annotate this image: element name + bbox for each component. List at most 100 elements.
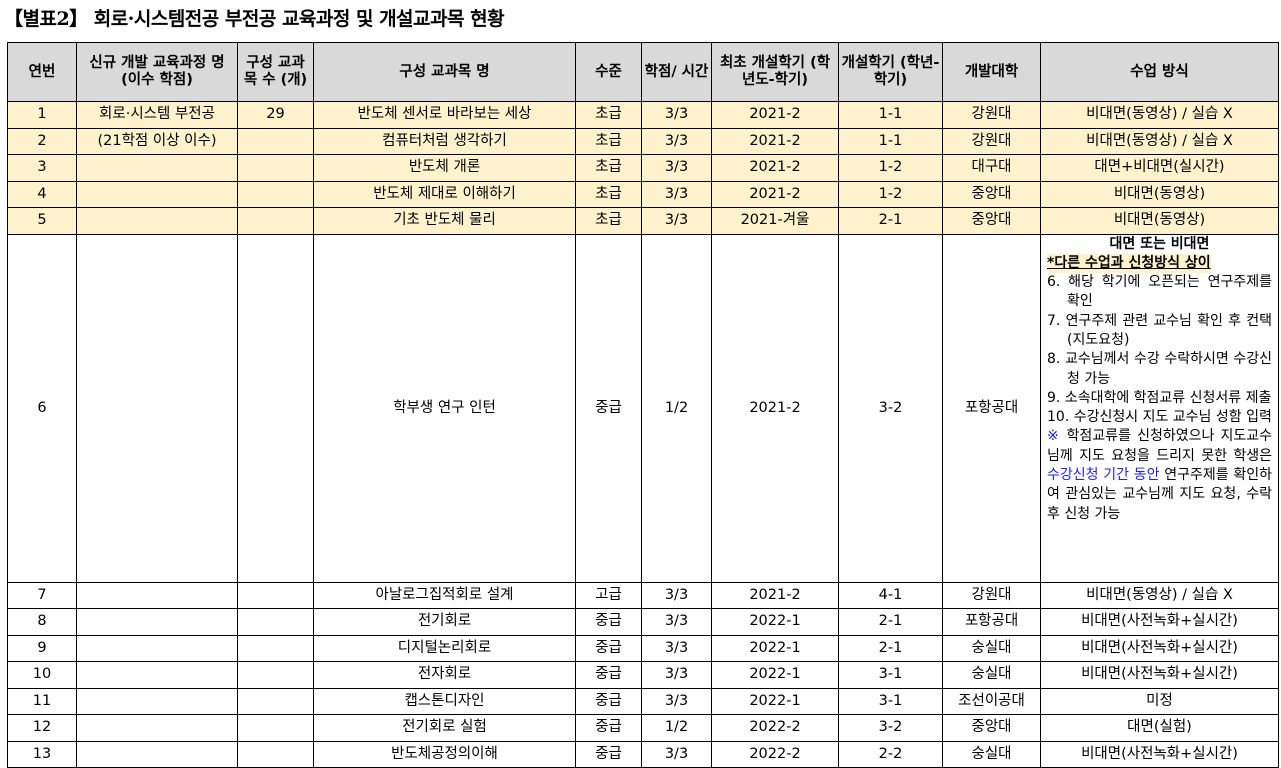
table-row: 6 학부생 연구 인턴 중급 1/2 2021-2 3-2 포항공대 대면 또는 비대면 *다른… [7,233,1279,583]
cell-method: 대면+비대면(실시간) [1040,154,1279,182]
cell-no: 4 [7,180,77,208]
cell-program: (21학점 이상 이수) [76,127,238,155]
cell-credit: 3/3 [641,207,712,235]
cell-method: 비대면(동영상) / 실습 X [1040,101,1279,129]
table-row: 3 반도체 개론 초급 3/3 2021-2 1-2 대구대 대면+비대면(실시간) [7,154,1279,182]
header-credit: 학점/ 시간 [641,42,712,102]
cell-program [76,661,238,689]
cell-no: 3 [7,154,77,182]
cell-univ: 포항공대 [942,608,1041,636]
cell-univ: 중앙대 [942,207,1041,235]
cell-first: 2022-2 [711,740,839,768]
header-count: 구성 교과목 수 (개) [237,42,314,102]
method-step: 7. 연구주제 관련 교수님 확인 후 컨택(지도요청) [1047,312,1272,348]
cell-univ: 포항공대 [942,233,1041,583]
cell-first: 2022-1 [711,608,839,636]
cell-first: 2021-2 [711,154,839,182]
cell-first: 2021-2 [711,180,839,208]
cell-term: 3-2 [838,714,943,742]
cell-program [76,687,238,715]
cell-first: 2021-2 [711,581,839,609]
cell-term: 2-2 [838,740,943,768]
cell-term: 1-2 [838,180,943,208]
cell-no: 6 [7,233,77,583]
cell-term: 4-1 [838,581,943,609]
cell-term: 3-1 [838,687,943,715]
cell-credit: 3/3 [641,687,712,715]
table-row: 9 디지털논리회로 중급 3/3 2022-1 2-1 숭실대 비대면(사전녹화+실시간) [7,634,1279,662]
cell-count [237,608,314,636]
cell-credit: 3/3 [641,180,712,208]
method-note: *다른 수업과 신청방식 상이 [1047,253,1211,274]
cell-course: 전기회로 [313,608,576,636]
cell-univ: 대구대 [942,154,1041,182]
cell-level: 중급 [575,634,642,662]
cell-level: 중급 [575,661,642,689]
cell-no: 11 [7,687,77,715]
cell-term: 2-1 [838,634,943,662]
cell-univ: 조선이공대 [942,687,1041,715]
cell-no: 5 [7,207,77,235]
cell-program: 회로·시스템 부전공 [76,101,238,129]
cell-credit: 3/3 [641,634,712,662]
cell-count [237,661,314,689]
table-row: 2 (21학점 이상 이수) 컴퓨터처럼 생각하기 초급 3/3 2021-2 1-1 강원대… [7,127,1279,155]
cell-level: 고급 [575,581,642,609]
table-row: 1 회로·시스템 부전공 29 반도체 센서로 바라보는 세상 초급 3/3 2021-2 1… [7,101,1279,129]
cell-univ: 강원대 [942,581,1041,609]
cell-credit: 1/2 [641,714,712,742]
cell-credit: 3/3 [641,101,712,129]
cell-credit: 3/3 [641,581,712,609]
cell-course: 반도체 개론 [313,154,576,182]
cell-count [237,207,314,235]
cell-course: 디지털논리회로 [313,634,576,662]
cell-method: 비대면(사전녹화+실시간) [1040,634,1279,662]
cell-univ: 강원대 [942,127,1041,155]
cell-program [76,154,238,182]
cell-univ: 중앙대 [942,714,1041,742]
cell-method: 비대면(동영상) / 실습 X [1040,127,1279,155]
cell-course: 반도체 센서로 바라보는 세상 [313,101,576,129]
table-row: 8 전기회로 중급 3/3 2022-1 2-1 포항공대 비대면(사전녹화+실시간) [7,608,1279,636]
cell-level: 중급 [575,714,642,742]
cell-term: 1-2 [838,154,943,182]
notice-highlight: 수강신청 기간 동안 [1047,467,1160,484]
cell-no: 10 [7,661,77,689]
cell-term: 1-1 [838,101,943,129]
cell-count [237,581,314,609]
cell-course: 반도체 제대로 이해하기 [313,180,576,208]
cell-univ: 강원대 [942,101,1041,129]
table-row: 4 반도체 제대로 이해하기 초급 3/3 2021-2 1-2 중앙대 비대면(동영상) [7,180,1279,208]
cell-method: 비대면(동영상) [1040,207,1279,235]
cell-first: 2021-2 [711,101,839,129]
cell-count [237,233,314,583]
header-no: 연번 [7,42,77,102]
cell-program [76,581,238,609]
cell-no: 7 [7,581,77,609]
cell-first: 2021-2 [711,127,839,155]
cell-credit: 3/3 [641,661,712,689]
cell-course: 캡스톤디자인 [313,687,576,715]
method-step: 8. 교수님께서 수강 수락하시면 수강신청 가능 [1047,351,1272,387]
notice-mark: ※ [1047,428,1061,445]
header-level: 수준 [575,42,642,102]
notice-text: 학점교류를 신청하였으나 지도교수님께 지도 요청을 드리지 못한 학생은 [1047,428,1272,464]
cell-course: 전기회로 실험 [313,714,576,742]
cell-level: 중급 [575,687,642,715]
cell-term: 1-1 [838,127,943,155]
cell-count [237,687,314,715]
cell-count [237,127,314,155]
cell-term: 2-1 [838,608,943,636]
method-notice: ※ 학점교류를 신청하였으나 지도교수님께 지도 요청을 드리지 못한 학생은 … [1047,427,1272,523]
cell-count [237,154,314,182]
method-step: 9. 소속대학에 학점교류 신청서류 제출 [1047,389,1272,406]
cell-program [76,233,238,583]
header-method: 수업 방식 [1040,42,1279,102]
cell-first: 2022-1 [711,687,839,715]
cell-program [76,740,238,768]
cell-method: 대면 또는 비대면 *다른 수업과 신청방식 상이 6. 해당 학기에 오픈되는 연… [1040,233,1279,583]
cell-credit: 1/2 [641,233,712,583]
method-step: 10. 수강신청시 지도 교수님 성함 입력 [1047,409,1272,426]
method-step: 6. 해당 학기에 오픈되는 연구주제를 확인 [1047,274,1272,310]
header-univ: 개발대학 [942,42,1041,102]
